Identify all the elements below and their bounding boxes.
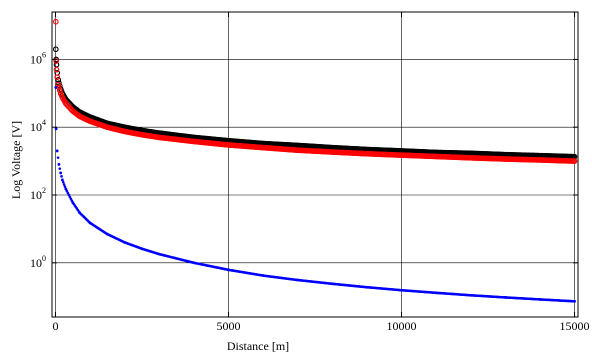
series-marker <box>62 183 66 186</box>
series-marker <box>53 66 60 73</box>
x-axis-label: Distance [m] <box>227 339 289 353</box>
series-marker <box>53 46 59 53</box>
series-marker <box>56 156 60 159</box>
y-tick-label: 100 <box>30 254 46 270</box>
y-axis-label: Log Voltage [V] <box>9 121 23 199</box>
y-tick-label: 104 <box>30 118 46 134</box>
x-tick-label: 5000 <box>216 319 240 333</box>
y-tick-label-base: 10 <box>30 188 42 202</box>
series-marker <box>68 195 72 199</box>
series-marker <box>56 87 63 94</box>
series-marker <box>65 189 69 193</box>
series-1 <box>53 18 578 164</box>
series-marker <box>69 197 73 200</box>
series-marker <box>66 191 70 195</box>
y-tick-label-base: 10 <box>30 52 42 66</box>
plot-frame <box>51 11 579 318</box>
series-2 <box>54 85 576 303</box>
series-layer <box>53 18 578 303</box>
x-tick-label: 10000 <box>387 319 417 333</box>
series-marker <box>53 58 59 64</box>
y-tick-label-exponent: 2 <box>42 186 46 195</box>
x-tick-label: 15000 <box>560 319 590 333</box>
series-marker <box>571 158 578 164</box>
y-tick-label-exponent: 0 <box>42 254 46 263</box>
y-tick-label: 102 <box>30 186 46 202</box>
x-tick-label: 0 <box>52 319 58 333</box>
y-tick-label-base: 10 <box>30 256 42 270</box>
series-marker <box>53 18 59 25</box>
series-marker <box>70 199 74 202</box>
series-marker <box>61 178 64 182</box>
series-marker <box>61 180 65 184</box>
plot-background <box>52 12 578 317</box>
series-marker <box>573 299 576 303</box>
series-marker <box>54 86 58 89</box>
series-marker <box>55 149 59 153</box>
series-marker <box>55 81 62 88</box>
series-marker <box>58 167 62 170</box>
series-marker <box>67 193 71 197</box>
series-marker <box>59 171 62 175</box>
series-marker <box>60 175 63 178</box>
series-marker <box>54 127 58 131</box>
y-tick-label: 106 <box>30 50 46 66</box>
y-tick-label-exponent: 6 <box>42 50 46 59</box>
series-marker <box>57 163 61 166</box>
series-marker <box>64 187 68 191</box>
series-marker <box>54 74 60 80</box>
y-tick-label-base: 10 <box>30 120 42 134</box>
y-tick-label-exponent: 4 <box>42 118 46 127</box>
series-marker <box>63 185 67 189</box>
